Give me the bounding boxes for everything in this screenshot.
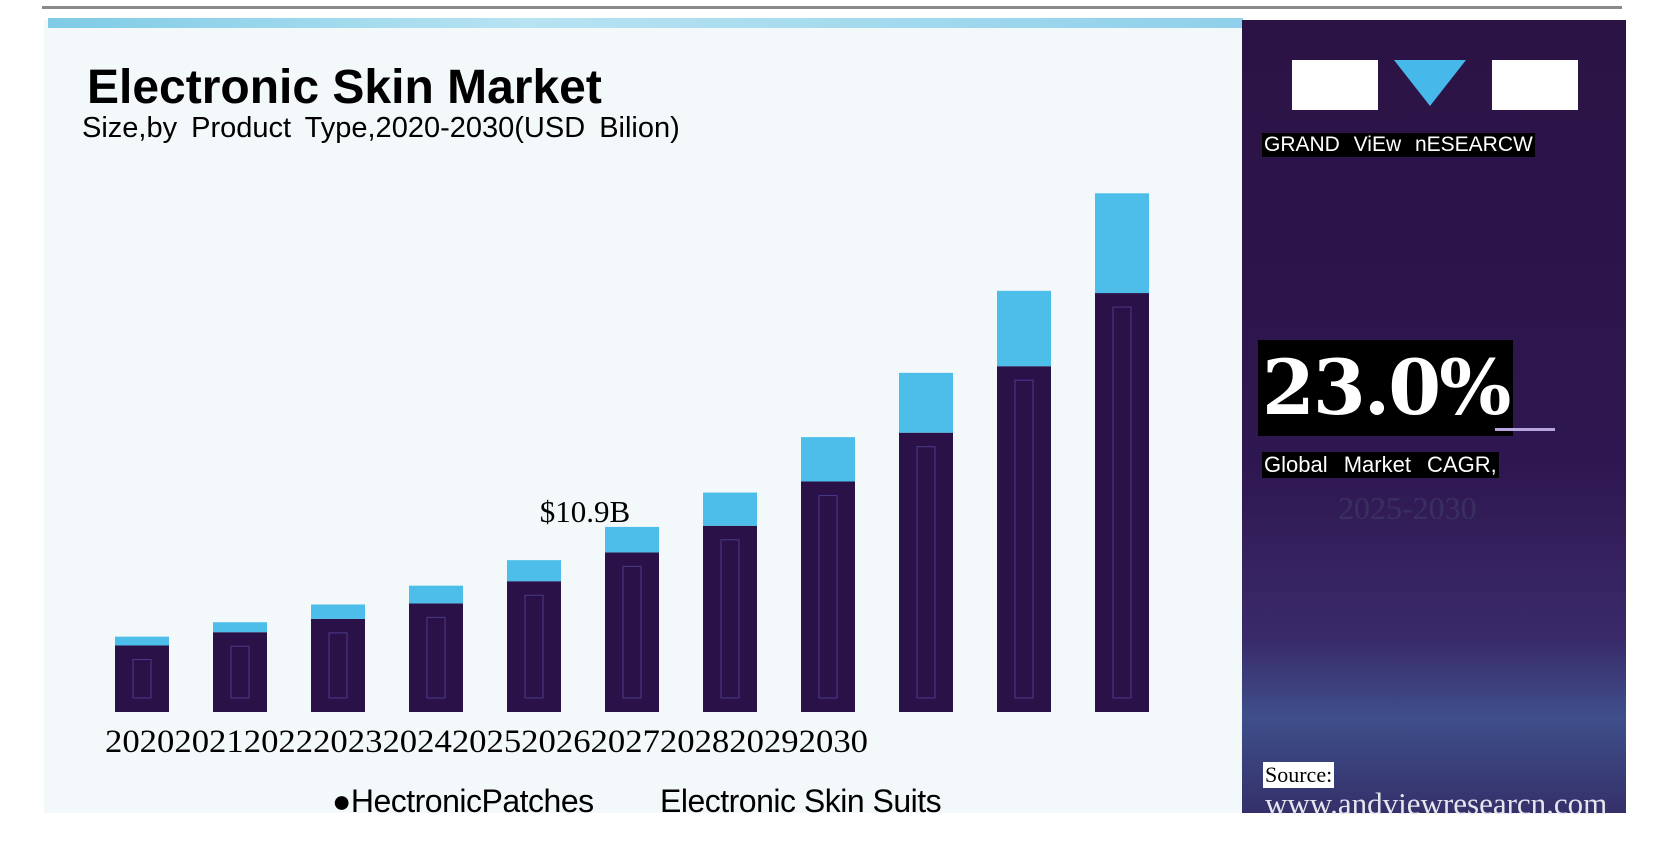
bar-inner-outline-2025 xyxy=(622,565,642,699)
bar-patches-2029 xyxy=(997,366,1051,712)
bar-group: $10.9B xyxy=(115,193,1149,712)
bar-inner-outline-2023 xyxy=(426,616,446,699)
bar-patches-2024 xyxy=(507,581,561,712)
bar-suits-2023 xyxy=(409,585,463,604)
bar-patches-2026 xyxy=(703,525,757,712)
source-label: Source: xyxy=(1263,762,1335,788)
bar-patches-2023 xyxy=(409,603,463,712)
bar-inner-outline-2027 xyxy=(818,494,838,699)
logo-triangle-icon xyxy=(1394,60,1466,106)
bar-inner-outline-2029 xyxy=(1014,379,1034,699)
bar-patches-2022 xyxy=(311,618,365,712)
cagr-underline xyxy=(1495,428,1555,431)
bar-suits-2026 xyxy=(703,492,757,526)
bar-inner-outline-2021 xyxy=(230,645,250,699)
data-label-2024: $10.9B xyxy=(540,494,630,529)
bar-patches-2020 xyxy=(115,645,169,712)
bar-patches-2030 xyxy=(1095,293,1149,712)
top-accent-stripe xyxy=(48,18,1243,28)
bar-suits-2021 xyxy=(213,622,267,633)
bar-suits-2024 xyxy=(507,560,561,582)
bar-inner-outline-2022 xyxy=(328,632,348,699)
logo-block-left xyxy=(1292,60,1378,110)
cagr-value: 23.0% xyxy=(1258,340,1514,436)
bar-suits-2030 xyxy=(1095,193,1149,294)
bar-inner-outline-2030 xyxy=(1112,306,1132,699)
bar-inner-outline-2024 xyxy=(524,594,544,699)
bar-suits-2025 xyxy=(605,526,659,553)
bar-suits-2029 xyxy=(997,290,1051,367)
bar-suits-2022 xyxy=(311,604,365,619)
bar-suits-2020 xyxy=(115,636,169,646)
x-axis-tick-labels: 2020202120222023202420252026202720282029… xyxy=(105,724,868,760)
bar-patches-2021 xyxy=(213,632,267,712)
cagr-label: Global Market CAGR, xyxy=(1262,452,1499,478)
bar-inner-outline-2026 xyxy=(720,539,740,699)
bar-inner-outline-2028 xyxy=(916,446,936,699)
bar-patches-2028 xyxy=(899,432,953,712)
bar-patches-2027 xyxy=(801,481,855,712)
top-rule xyxy=(42,6,1622,9)
bar-patches-2025 xyxy=(605,552,659,712)
legend-item-patches: ●HectronicPatches xyxy=(332,783,594,819)
bar-suits-2027 xyxy=(801,437,855,482)
bar-suits-2028 xyxy=(899,372,953,433)
bar-inner-outline-2020 xyxy=(132,659,152,699)
brand-name: GRAND ViEw nESEARCW xyxy=(1262,133,1535,157)
chart-subtitle: Size,by Product Type,2020-2030(USD Bilio… xyxy=(82,112,680,144)
cagr-years: 2025-2030 xyxy=(1338,490,1477,526)
chart-title: Electronic Skin Market xyxy=(87,61,602,114)
source-url: www.andviewresearcn.com xyxy=(1265,786,1608,821)
legend-item-suits: Electronic Skin Suits xyxy=(660,783,942,819)
logo-block-right xyxy=(1492,60,1578,110)
